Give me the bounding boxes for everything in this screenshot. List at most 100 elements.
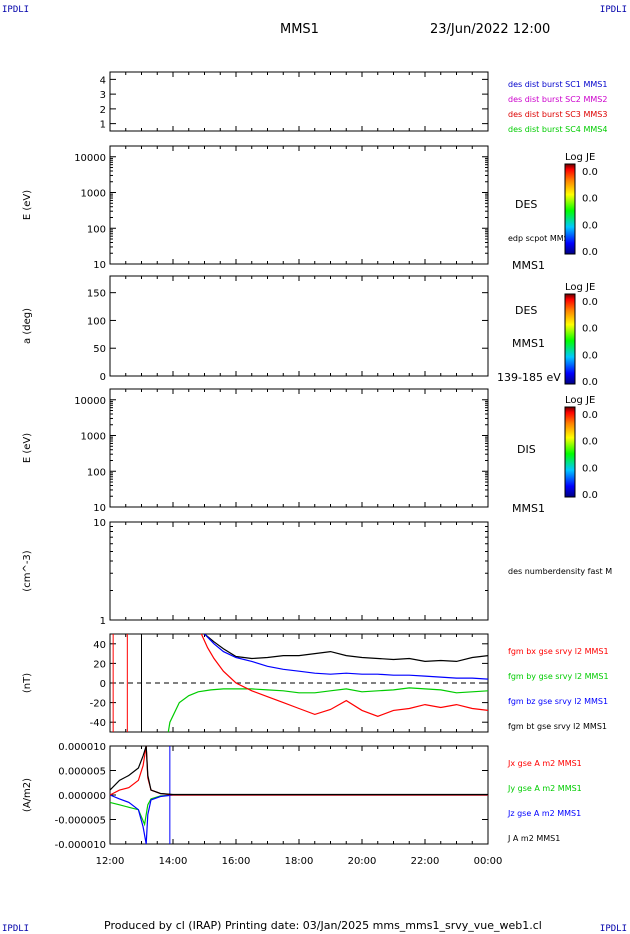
p6-y-tick-label: -40 (90, 718, 106, 729)
p6-legend-entry: fgm bx gse srvy l2 MMS1 (508, 647, 609, 656)
datetime-title: 23/Jun/2022 12:00 (430, 22, 551, 37)
p1-legend-entry: des dist burst SC4 MMS4 (508, 125, 607, 134)
p3-colorbar (564, 293, 576, 385)
p5-y-axis-label: (cm^-3) (22, 550, 33, 591)
p5-y-tick-label: 10 (93, 518, 106, 529)
p3-y-tick-label: 0 (100, 372, 106, 383)
p2-colorbar (564, 163, 576, 255)
p6-series-line-1 (204, 633, 489, 680)
p4-side-label: MMS1 (512, 502, 545, 515)
p4-y-tick-label: 1000 (81, 432, 106, 443)
p1-y-tick-label: 3 (100, 90, 106, 101)
time-tick-label: 22:00 (411, 856, 440, 867)
p7-y-axis-label: (A/m2) (22, 778, 33, 812)
p6-legend-entry: fgm by gse srvy l2 MMS1 (508, 672, 609, 681)
p5-legend-entry: des numberdensity fast M (508, 567, 612, 576)
corner-label-bottom-right: IPDLI (599, 924, 627, 934)
p7-y-tick-label: 0.000000 (58, 791, 106, 802)
p3-colorbar-tick-label: 0.0 (582, 297, 598, 308)
time-tick-label: 14:00 (159, 856, 188, 867)
p4-frame (109, 388, 489, 508)
p4-y-tick-label: 100 (87, 467, 106, 478)
p2-colorbar-title: Log JE (565, 152, 595, 163)
p2-colorbar-tick-label: 0.0 (582, 167, 598, 178)
p4-y-tick-label: 10000 (74, 396, 106, 407)
p6-legend-entry: fgm bz gse srvy l2 MMS1 (508, 697, 608, 706)
p2-side-label: DES (515, 198, 537, 211)
corner-label-top-left: IPDLI (2, 5, 30, 15)
p1-frame (109, 71, 489, 132)
p2-frame (109, 145, 489, 265)
p5-frame (109, 521, 489, 621)
p1-y-tick-label: 2 (100, 105, 106, 116)
p3-y-axis-label: a (deg) (22, 308, 33, 344)
p1-y-tick-label: 1 (100, 120, 106, 131)
p7-series-line-1 (109, 794, 488, 845)
p4-colorbar-title: Log JE (565, 395, 595, 406)
p7-series-line-0 (109, 794, 488, 827)
p4-colorbar-tick-label: 0.0 (582, 410, 598, 421)
time-tick-label: 18:00 (285, 856, 314, 867)
p6-y-axis-label: (nT) (22, 673, 33, 693)
p7-legend-entry: Jx gse A m2 MMS1 (507, 759, 582, 768)
p7-y-tick-label: -0.000010 (55, 840, 106, 851)
p4-colorbar-tick-label: 0.0 (582, 463, 598, 474)
p7-series-line-2 (109, 745, 488, 796)
footer-credits: Produced by cl (IRAP) Printing date: 03/… (104, 919, 542, 932)
p2-y-tick-label: 1000 (81, 189, 106, 200)
time-tick-label: 16:00 (222, 856, 251, 867)
p6-y-tick-label: -20 (90, 699, 106, 710)
p7-legend-entry: Jz gse A m2 MMS1 (507, 809, 581, 818)
p4-colorbar-tick-label: 0.0 (582, 490, 598, 501)
corner-label-bottom-left: IPDLI (2, 924, 30, 934)
p3-colorbar-tick-label: 0.0 (582, 377, 598, 388)
p3-colorbar-title: Log JE (565, 282, 595, 293)
p2-y-tick-label: 10 (93, 260, 106, 271)
p1-y-tick-label: 4 (100, 75, 106, 86)
p1-legend-entry: des dist burst SC2 MMS2 (508, 95, 607, 104)
p6-y-tick-label: 20 (93, 659, 106, 670)
p4-y-tick-label: 10 (93, 503, 106, 514)
p3-frame (109, 275, 489, 377)
p2-side-label: MMS1 (512, 259, 545, 272)
p7-legend-entry: J A m2 MMS1 (507, 834, 560, 843)
time-tick-label: 12:00 (96, 856, 125, 867)
p3-colorbar-tick-label: 0.0 (582, 350, 598, 361)
p3-side-label: 139-185 eV (497, 371, 561, 384)
p1-legend-entry: des dist burst SC1 MMS1 (508, 80, 607, 89)
time-tick-label: 20:00 (348, 856, 377, 867)
p5-y-tick-label: 1 (100, 616, 106, 627)
spacecraft-title: MMS1 (280, 22, 319, 37)
p1-legend-entry: des dist burst SC3 MMS3 (508, 110, 607, 119)
p6-legend-entry: fgm bt gse srvy l2 MMS1 (508, 722, 607, 731)
p2-colorbar-tick-label: 0.0 (582, 220, 598, 231)
p6-series-line-0 (204, 633, 489, 663)
p2-colorbar-tick-label: 0.0 (582, 247, 598, 258)
p6-series-line-2 (167, 687, 489, 733)
p3-y-tick-label: 150 (87, 289, 106, 300)
p4-side-label: DIS (517, 443, 536, 456)
p3-y-tick-label: 50 (93, 344, 106, 355)
time-tick-label: 00:00 (474, 856, 503, 867)
p2-y-tick-label: 100 (87, 224, 106, 235)
p6-y-tick-label: 40 (93, 640, 106, 651)
p6-series-line-3 (200, 633, 489, 717)
p3-side-label: MMS1 (512, 337, 545, 350)
p3-colorbar-tick-label: 0.0 (582, 324, 598, 335)
p2-y-tick-label: 10000 (74, 153, 106, 164)
p7-series-line-3 (109, 745, 488, 796)
p7-y-tick-label: -0.000005 (55, 816, 106, 827)
p2-colorbar-tick-label: 0.0 (582, 194, 598, 205)
p4-colorbar-tick-label: 0.0 (582, 437, 598, 448)
p2-y-axis-label: E (eV) (22, 190, 33, 220)
p7-y-tick-label: 0.000005 (58, 767, 106, 778)
p4-y-axis-label: E (eV) (22, 433, 33, 463)
p6-y-tick-label: 0 (100, 679, 106, 690)
corner-label-top-right: IPDLI (599, 5, 627, 15)
p7-legend-entry: Jy gse A m2 MMS1 (507, 784, 582, 793)
p7-y-tick-label: 0.000010 (58, 742, 106, 753)
plot-area: 1 2 3 4 des dist burst SC1 MMS1 des dist burs… (22, 71, 612, 867)
p3-y-tick-label: 100 (87, 316, 106, 327)
p2-side-label: edp scpot MMS1 (508, 234, 574, 243)
p4-colorbar (564, 406, 576, 498)
